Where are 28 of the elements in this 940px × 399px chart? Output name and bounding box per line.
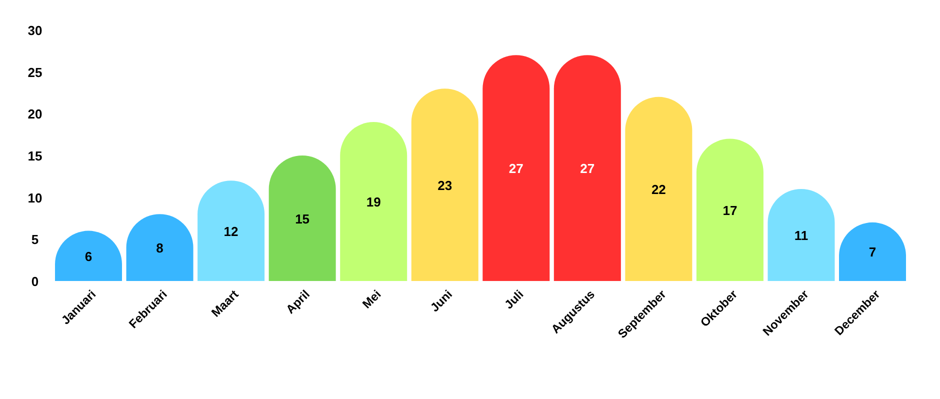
- y-tick-label: 10: [28, 190, 42, 206]
- x-tick-label: Juli: [502, 287, 526, 312]
- data-label: 8: [156, 240, 164, 256]
- data-label: 22: [651, 182, 666, 197]
- bar: [411, 88, 478, 281]
- y-tick-label: 30: [28, 23, 42, 38]
- bar: [268, 156, 336, 281]
- data-label: 17: [722, 202, 738, 218]
- bar: [482, 55, 550, 281]
- data-label: 27: [580, 161, 595, 176]
- data-label: 19: [366, 194, 381, 210]
- bar: [696, 138, 764, 281]
- data-label: 11: [794, 228, 808, 243]
- y-tick-label: 5: [31, 232, 39, 248]
- data-label: 6: [84, 248, 92, 264]
- y-tick-label: 25: [28, 64, 42, 80]
- y-tick-label: 20: [28, 106, 42, 122]
- data-label: 15: [295, 211, 310, 226]
- data-label: 27: [508, 161, 524, 176]
- y-tick-label: 15: [28, 148, 42, 164]
- y-tick-label: 0: [31, 274, 39, 289]
- data-label: 12: [224, 224, 238, 239]
- bar: [340, 122, 408, 281]
- data-label: 23: [438, 178, 452, 193]
- bar: [554, 55, 621, 281]
- bar: [625, 97, 692, 281]
- data-label: 7: [868, 244, 876, 260]
- x-tick-label: Mei: [360, 287, 384, 312]
